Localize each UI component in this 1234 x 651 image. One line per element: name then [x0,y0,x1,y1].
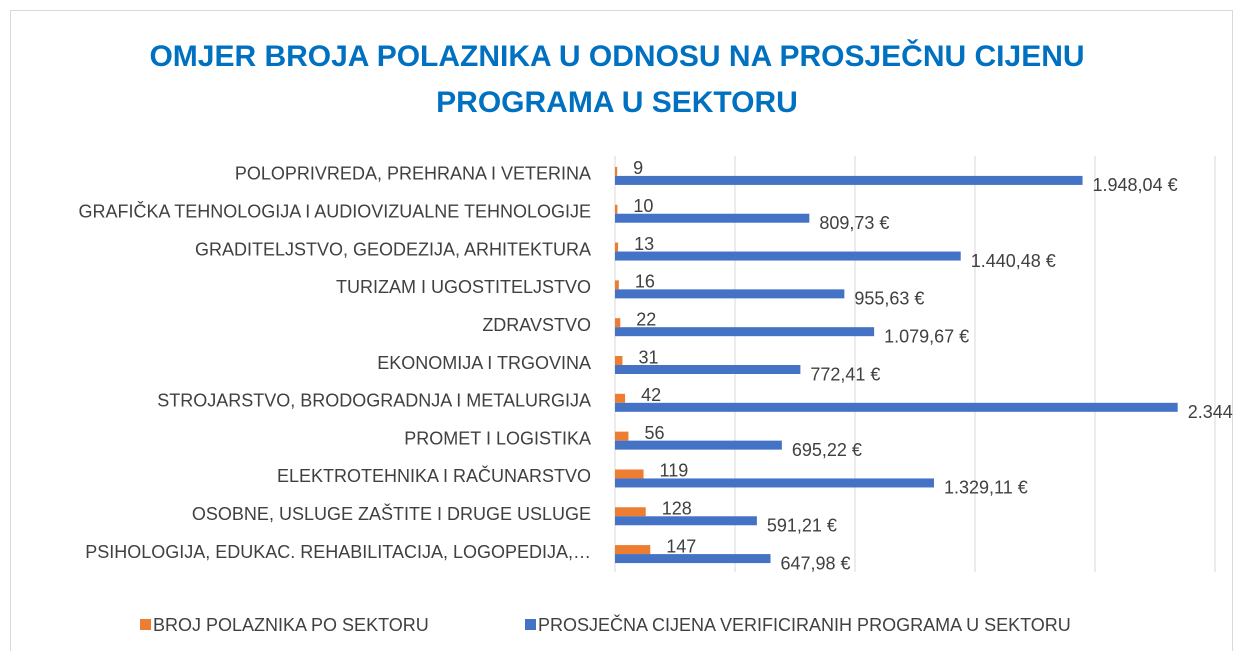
bar [615,516,757,526]
legend-swatch [525,619,536,630]
y-tick-label: PSIHOLOGIJA, EDUKAC. REHABILITACIJA, LOG… [85,542,591,562]
bar [615,402,1178,412]
y-tick-label: STROJARSTVO, BRODOGRADNJA I METALURGIJA [157,391,591,411]
bar [615,327,875,337]
data-label: 1.329,11 € [944,478,1028,498]
data-label: 2.344,55 € [1188,402,1234,422]
bar [615,318,621,328]
data-label: 955,63 € [854,289,924,309]
data-label: 10 [633,196,653,216]
bar [615,251,961,261]
y-tick-label: POLOPRIVREDA, PREHRANA I VETERINA [235,164,591,184]
y-tick-label: EKONOMIJA I TRGOVINA [377,353,591,373]
bar [615,213,810,223]
bar [615,440,782,450]
bar [615,507,646,517]
bar [615,242,619,252]
data-label: 56 [644,423,664,443]
bar [615,469,644,479]
data-label: 1.440,48 € [971,251,1056,271]
bar [615,545,651,555]
bar [615,365,801,374]
bar [615,166,618,176]
legend-swatch [140,619,151,630]
data-label: 809,73 € [819,213,889,233]
chart-border [10,10,1233,651]
data-label: 42 [641,385,661,405]
data-label: 695,22 € [792,440,862,460]
bar [615,356,623,365]
y-tick-label: ELEKTROTEHNIKA I RAČUNARSTVO [277,465,591,486]
bar [615,280,619,290]
data-label: 128 [662,499,692,519]
bar [615,431,629,441]
data-label: 16 [635,272,655,292]
data-label: 9 [633,158,643,178]
data-label: 119 [660,461,689,481]
data-label: 22 [636,309,656,329]
chart-title: OMJER BROJA POLAZNIKA U ODNOSU NA PROSJE… [149,40,1085,119]
y-tick-label: TURIZAM I UGOSTITELJSTVO [336,277,591,297]
y-tick-label: GRAFIČKA TEHNOLOGIJA I AUDIOVIZUALNE TEH… [79,200,591,221]
data-label: 1.948,04 € [1093,175,1178,195]
data-label: 647,98 € [781,553,851,573]
y-tick-label: PROMET I LOGISTIKA [404,428,591,448]
data-label: 13 [634,234,654,254]
bar [615,289,845,299]
bar [615,204,618,214]
bar [615,175,1083,185]
bar [615,478,934,488]
data-label: 1.079,67 € [884,326,969,346]
data-label: 31 [638,347,658,367]
bar [615,393,626,403]
y-tick-label: ZDRAVSTVO [482,315,591,335]
legend-label: PROSJEČNA CIJENA VERIFICIRANIH PROGRAMA … [538,614,1071,635]
legend-label: BROJ POLAZNIKA PO SEKTORU [153,615,429,635]
y-tick-label: GRADITELJSTVO, GEODEZIJA, ARHITEKTURA [195,239,591,259]
bar [615,554,771,564]
y-tick-label: OSOBNE, USLUGE ZAŠTITE I DRUGE USLUGE [192,503,591,524]
data-label: 591,21 € [767,516,837,536]
data-label: 147 [666,536,696,556]
data-label: 772,41 € [810,364,880,384]
